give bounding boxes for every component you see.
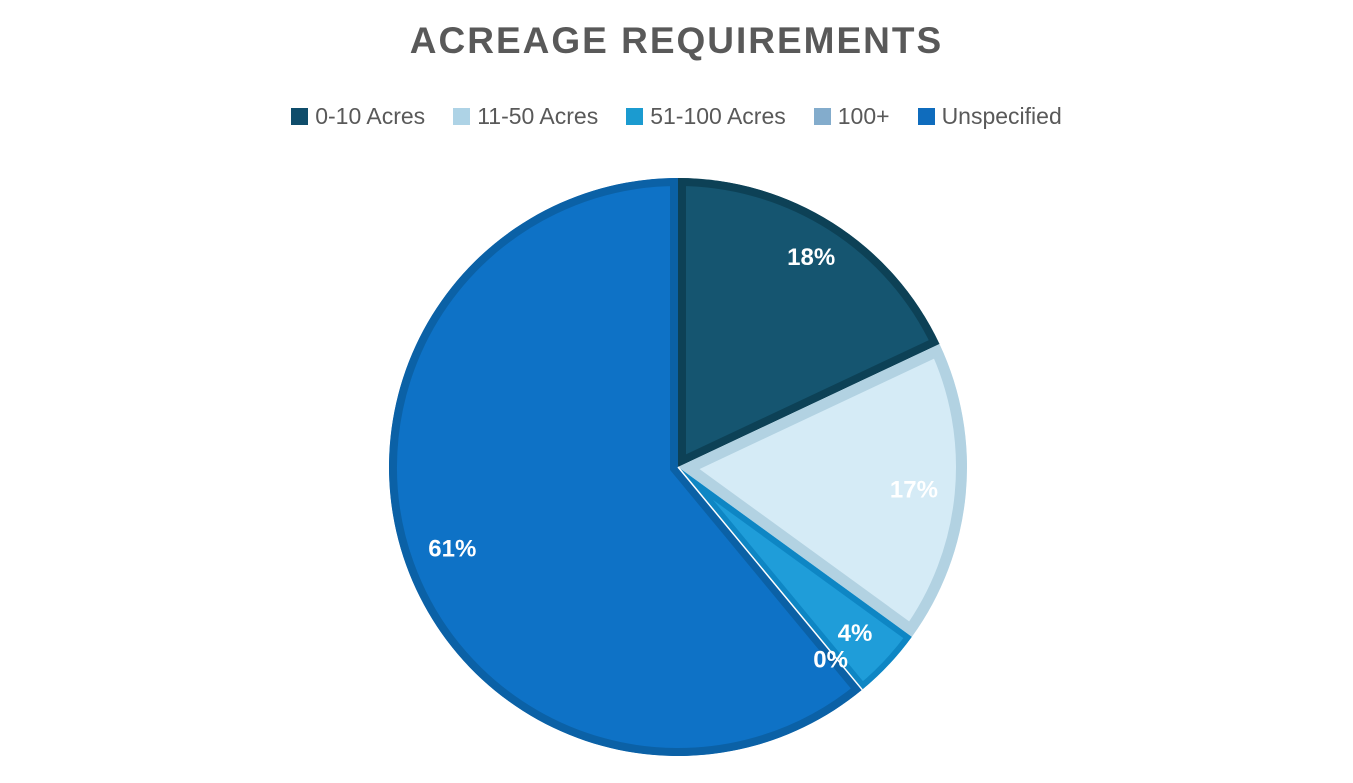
legend-item-label: 11-50 Acres: [477, 103, 599, 129]
legend-item-label: 0-10 Acres: [315, 103, 426, 129]
slice-label: 0%: [813, 647, 848, 674]
pie-slice-unspecified: [389, 178, 863, 756]
pie-slice-11-50-acres: [678, 343, 967, 637]
legend-item: 11-50 Acres: [453, 103, 598, 130]
legend: 0-10 Acres 11-50 Acres 51-100 Acres 100+ Uns…: [0, 103, 1353, 130]
legend-item-label: Unspecified: [941, 103, 1062, 129]
legend-swatch-icon: [813, 108, 831, 125]
pie-slice-51-100-acres: [678, 467, 912, 690]
legend-item: 100+: [813, 103, 890, 130]
slice-label: 61%: [428, 535, 476, 562]
legend-item-label: 100+: [837, 103, 890, 129]
legend-item: Unspecified: [917, 103, 1062, 130]
chart-title: ACREAGE REQUIREMENTS: [409, 20, 944, 61]
slice-label: 17%: [890, 476, 938, 503]
legend-swatch-icon: [453, 108, 471, 125]
legend-swatch-icon: [291, 108, 309, 125]
slice-label: 4%: [838, 620, 873, 647]
pie-slice-0-10-acres: [678, 178, 940, 467]
pie-slice-100--line: [677, 466, 863, 691]
legend-item: 0-10 Acres: [291, 103, 425, 130]
legend-item-label: 51-100 Acres: [650, 103, 786, 129]
legend-swatch-icon: [917, 108, 935, 125]
slice-label: 18%: [787, 244, 835, 271]
legend-swatch-icon: [626, 108, 644, 125]
legend-item: 51-100 Acres: [626, 103, 786, 130]
